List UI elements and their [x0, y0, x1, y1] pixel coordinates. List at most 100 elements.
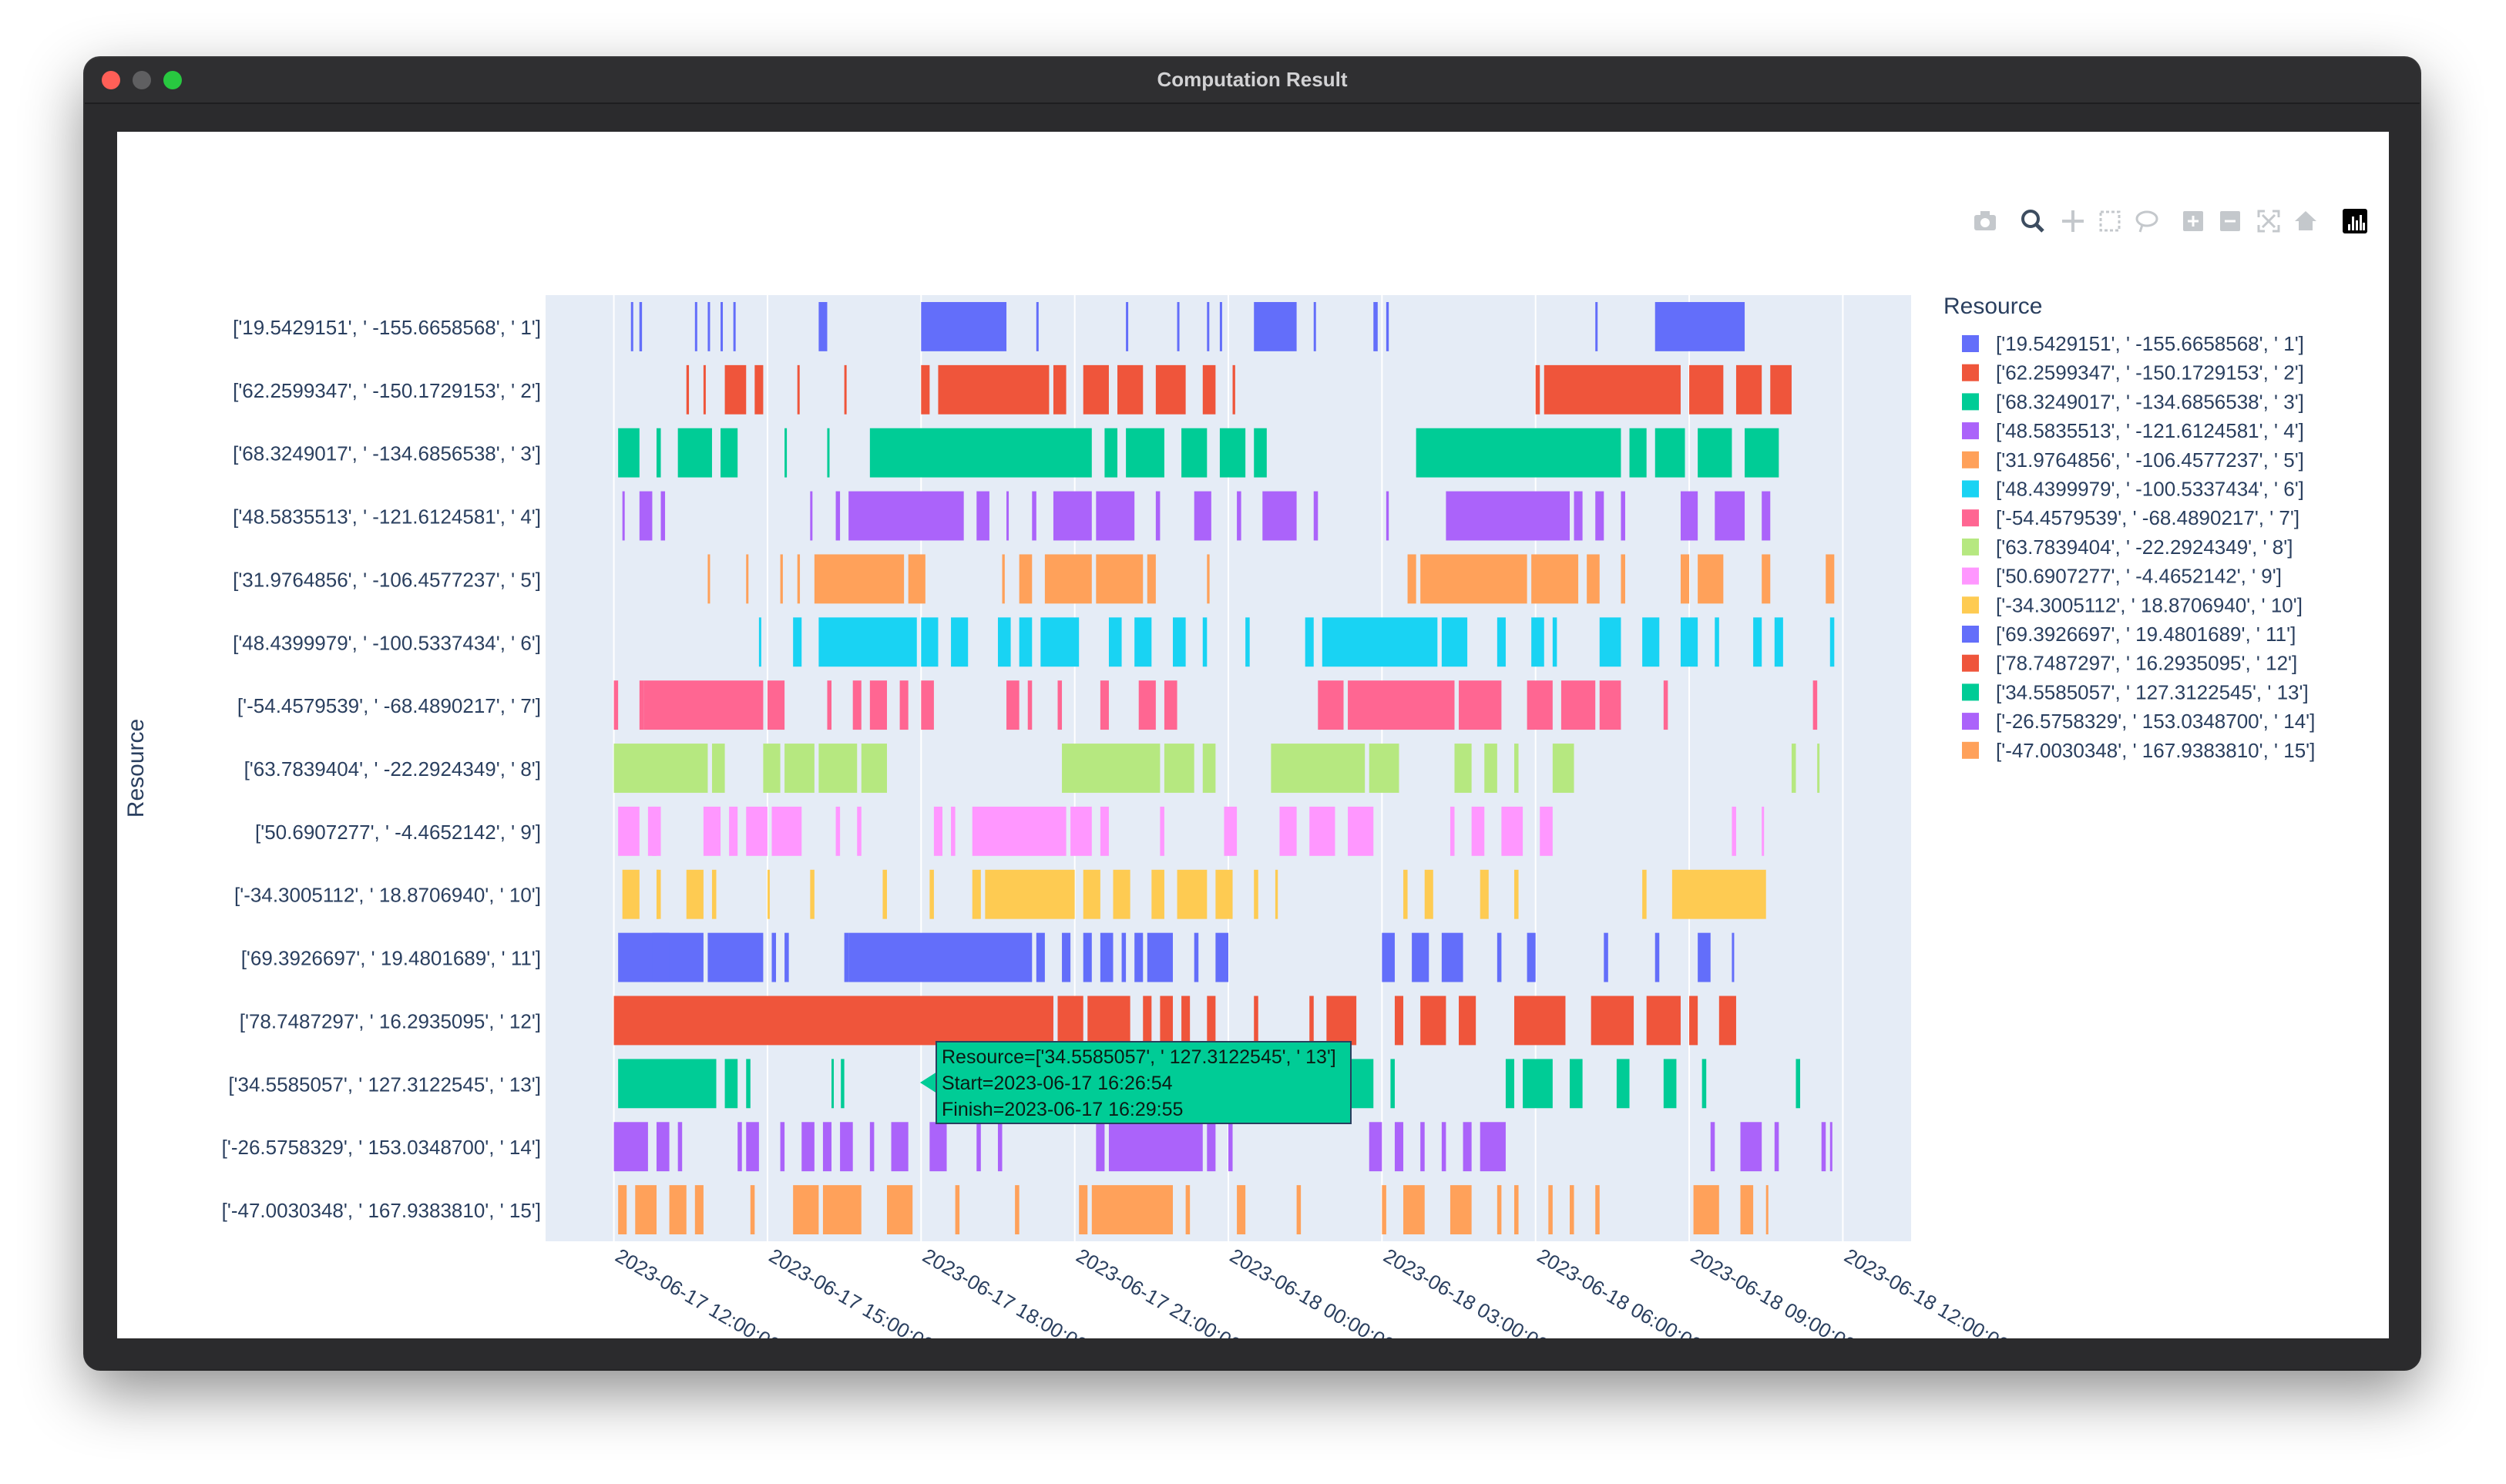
task-bar[interactable] — [972, 806, 1067, 856]
task-bar[interactable] — [1689, 995, 1698, 1046]
task-bar[interactable] — [869, 1122, 875, 1172]
task-bar[interactable] — [729, 806, 738, 856]
task-bar[interactable] — [1053, 364, 1067, 415]
task-bar[interactable] — [1689, 364, 1724, 415]
legend-swatch[interactable] — [1962, 451, 1979, 468]
task-bar[interactable] — [857, 806, 862, 856]
task-bar[interactable] — [1616, 1059, 1630, 1109]
task-bar[interactable] — [1224, 806, 1238, 856]
legend-item-label[interactable]: ['19.5429151', ' -155.6658568', ' 1'] — [1996, 332, 2304, 355]
plotly-logo-icon[interactable] — [2343, 209, 2367, 233]
task-bar[interactable] — [1002, 554, 1005, 604]
task-bar[interactable] — [1527, 680, 1553, 730]
task-bar[interactable] — [767, 869, 770, 919]
task-bar[interactable] — [1207, 1122, 1216, 1172]
task-bar[interactable] — [1732, 932, 1735, 982]
task-bar[interactable] — [1394, 995, 1404, 1046]
task-bar[interactable] — [771, 932, 777, 982]
task-bar[interactable] — [976, 1122, 981, 1172]
task-bar[interactable] — [1544, 364, 1681, 415]
task-bar[interactable] — [1232, 364, 1235, 415]
task-bar[interactable] — [1134, 617, 1152, 667]
task-bar[interactable] — [1599, 617, 1621, 667]
task-bar[interactable] — [1108, 617, 1122, 667]
task-bar[interactable] — [1181, 995, 1191, 1046]
task-bar[interactable] — [724, 364, 747, 415]
task-bar[interactable] — [724, 1059, 738, 1109]
task-bar[interactable] — [656, 1122, 670, 1172]
task-bar[interactable] — [1621, 491, 1625, 541]
task-bar[interactable] — [703, 364, 706, 415]
task-bar[interactable] — [746, 1122, 759, 1172]
task-bar[interactable] — [882, 869, 887, 919]
task-bar[interactable] — [1147, 932, 1174, 982]
pan-icon[interactable] — [2062, 210, 2084, 232]
task-bar[interactable] — [771, 806, 802, 856]
task-bar[interactable] — [1202, 744, 1216, 793]
task-bar[interactable] — [1019, 617, 1033, 667]
task-bar[interactable] — [686, 364, 690, 415]
task-bar[interactable] — [1480, 869, 1489, 919]
task-bar[interactable] — [1715, 491, 1745, 541]
task-bar[interactable] — [1062, 744, 1161, 793]
task-bar[interactable] — [1215, 869, 1233, 919]
task-bar[interactable] — [618, 428, 640, 478]
task-bar[interactable] — [758, 617, 761, 667]
task-bar[interactable] — [1215, 932, 1228, 982]
task-bar[interactable] — [694, 1185, 704, 1234]
task-bar[interactable] — [899, 680, 909, 730]
task-bar[interactable] — [613, 1122, 648, 1172]
legend-swatch[interactable] — [1962, 626, 1979, 643]
task-bar[interactable] — [1202, 364, 1216, 415]
task-bar[interactable] — [1254, 995, 1258, 1046]
task-bar[interactable] — [1207, 302, 1210, 351]
task-bar[interactable] — [707, 554, 710, 604]
task-bar[interactable] — [869, 428, 1092, 478]
task-bar[interactable] — [737, 1122, 742, 1172]
task-bar[interactable] — [951, 806, 956, 856]
task-bar[interactable] — [793, 1185, 819, 1234]
task-bar[interactable] — [1318, 680, 1344, 730]
task-bar[interactable] — [1160, 995, 1174, 1046]
task-bar[interactable] — [746, 554, 749, 604]
task-bar[interactable] — [1680, 617, 1698, 667]
task-bar[interactable] — [1403, 869, 1408, 919]
task-bar[interactable] — [1348, 680, 1455, 730]
task-bar[interactable] — [1040, 617, 1080, 667]
maximize-window-button[interactable] — [163, 71, 182, 89]
task-bar[interactable] — [1829, 1122, 1832, 1172]
task-bar[interactable] — [1181, 428, 1208, 478]
task-bar[interactable] — [618, 1059, 717, 1109]
task-bar[interactable] — [891, 1122, 909, 1172]
task-bar[interactable] — [1326, 995, 1357, 1046]
task-bar[interactable] — [938, 364, 1050, 415]
task-bar[interactable] — [921, 364, 930, 415]
task-bar[interactable] — [1096, 1122, 1105, 1172]
task-bar[interactable] — [1441, 1122, 1446, 1172]
task-bar[interactable] — [1527, 932, 1536, 982]
legend-swatch[interactable] — [1962, 364, 1979, 381]
task-bar[interactable] — [1497, 932, 1502, 982]
task-bar[interactable] — [1083, 869, 1100, 919]
legend-item-label[interactable]: ['78.7487297', ' 16.2935095', ' 12'] — [1996, 652, 2297, 675]
task-bar[interactable] — [1100, 932, 1114, 982]
task-bar[interactable] — [929, 1122, 947, 1172]
legend-item-label[interactable]: ['48.5835513', ' -121.6124581', ' 4'] — [1996, 419, 2304, 442]
task-bar[interactable] — [1826, 554, 1835, 604]
task-bar[interactable] — [1177, 869, 1208, 919]
task-bar[interactable] — [754, 364, 764, 415]
task-bar[interactable] — [1237, 1185, 1246, 1234]
task-bar[interactable] — [1151, 869, 1164, 919]
task-bar[interactable] — [1202, 617, 1208, 667]
legend-item-label[interactable]: ['-54.4579539', ' -68.4890217', ' 7'] — [1996, 506, 2299, 529]
legend-swatch[interactable] — [1962, 335, 1979, 352]
task-bar[interactable] — [1604, 932, 1608, 982]
task-bar[interactable] — [1279, 806, 1297, 856]
task-bar[interactable] — [1313, 302, 1316, 351]
legend-swatch[interactable] — [1962, 393, 1979, 411]
task-bar[interactable] — [1083, 932, 1092, 982]
task-bar[interactable] — [707, 302, 710, 351]
legend-item-label[interactable]: ['48.4399979', ' -100.5337434', ' 6'] — [1996, 478, 2304, 501]
task-bar[interactable] — [1087, 995, 1130, 1046]
task-bar[interactable] — [810, 869, 815, 919]
